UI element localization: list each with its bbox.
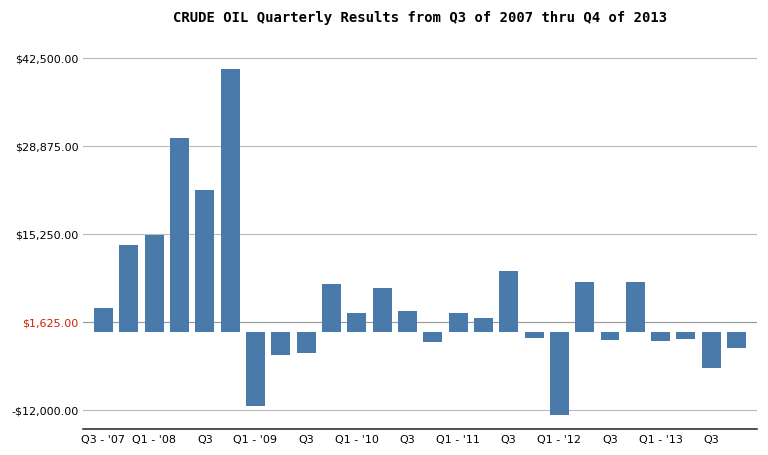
Bar [398, 312, 417, 333]
Bar [474, 318, 493, 333]
Bar [702, 333, 721, 368]
Bar [575, 282, 594, 333]
Bar [296, 333, 316, 353]
Bar [601, 333, 620, 340]
Bar [170, 139, 189, 333]
Bar [550, 333, 569, 415]
Bar [195, 191, 214, 333]
Title: CRUDE OIL Quarterly Results from Q3 of 2007 thru Q4 of 2013: CRUDE OIL Quarterly Results from Q3 of 2… [173, 11, 667, 25]
Bar [423, 333, 442, 342]
Bar [727, 333, 746, 349]
Bar [347, 313, 366, 333]
Bar [220, 70, 240, 333]
Bar [119, 245, 138, 333]
Bar [372, 288, 392, 333]
Bar [246, 333, 265, 406]
Bar [322, 284, 341, 333]
Bar [677, 333, 696, 339]
Bar [651, 333, 670, 341]
Bar [94, 308, 113, 333]
Bar [499, 271, 518, 333]
Bar [144, 236, 164, 333]
Bar [626, 282, 645, 333]
Bar [449, 313, 468, 333]
Bar [271, 333, 290, 355]
Bar [525, 333, 544, 338]
